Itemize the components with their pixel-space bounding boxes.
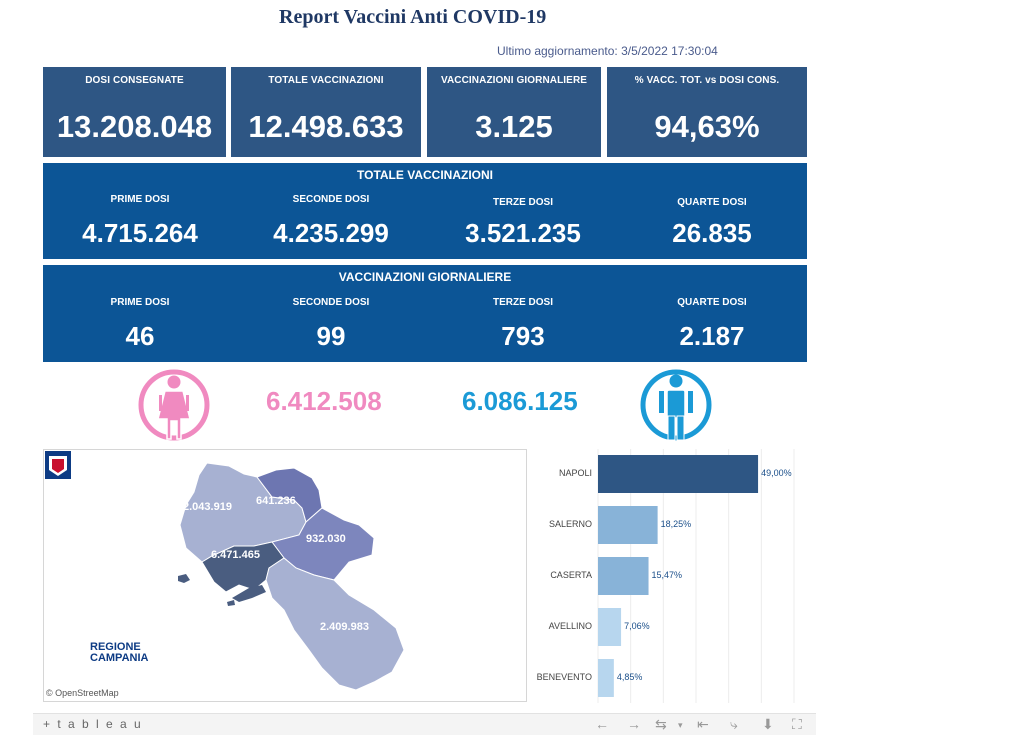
bar-napoli[interactable] [598,455,759,493]
panel-title: VACCINAZIONI GIORNALIERE [338,270,512,284]
bar-avellino[interactable] [598,608,622,646]
sorrento-peninsula [232,585,266,602]
dose-value: 46 [125,321,155,351]
bar-category-label: SALERNO [548,519,592,529]
female-icon [138,369,210,441]
giornaliere-terze-dosi: TERZE DOSI 793 [433,297,613,352]
dose-label: TERZE DOSI [492,297,553,308]
dose-label: TERZE DOSI [492,197,553,208]
last-update: Ultimo aggiornamento: 3/5/2022 17:30:04 [497,44,718,58]
kpi-value: 13.208.048 [56,109,213,144]
bar-category-label: BENEVENTO [536,672,592,682]
regione-campania-logo [45,451,71,479]
page-title: Report Vaccini Anti COVID-19 [279,6,547,28]
bar-chart-svg [597,449,795,703]
dose-label: QUARTE DOSI [677,297,747,308]
share-icon[interactable]: ⤷ [730,716,738,732]
dose-value: 99 [316,321,346,351]
kpi-totale-vaccinazioni: TOTALE VACCINAZIONI 12.498.633 [231,67,421,157]
male-total: 6.086.125 [462,386,578,416]
panel-title: TOTALE VACCINAZIONI [357,168,493,182]
dropdown-icon[interactable]: ▾ [678,720,683,730]
dose-label: PRIME DOSI [110,194,170,205]
logo-text: REGIONE CAMPANIA [90,642,148,664]
map-label-napoli: 6.471.465 [211,549,260,561]
tableau-toolbar: + t a b l e a u ← → ⇆ ▾ ⇤ ⤷ ⬇ ⛶ [33,713,816,735]
dose-value: 2.187 [679,321,745,351]
tableau-logo[interactable]: + t a b l e a u [43,717,143,731]
giornaliere-seconde-dosi: SECONDE DOSI 99 [241,297,421,352]
bar-category-label: CASERTA [550,570,592,580]
revert-icon[interactable]: ⇆ [655,716,667,732]
bar-category-label: NAPOLI [558,468,592,478]
map-attribution[interactable]: © OpenStreetMap [46,688,119,698]
totale-prime-dosi: PRIME DOSI 4.715.264 [50,194,230,249]
logo-text-line2: CAMPANIA [90,652,149,664]
province-salerno [265,557,405,691]
fullscreen-icon[interactable]: ⛶ [792,716,802,732]
dose-value: 4.235.299 [273,218,389,248]
island-capri [227,600,235,606]
bar-value-label: 49,00% [761,468,792,478]
redo-icon[interactable]: → [627,716,641,732]
kpi-label: DOSI CONSEGNATE [85,75,184,86]
bar-benevento[interactable] [598,659,614,697]
totale-terze-dosi: TERZE DOSI 3.521.235 [433,197,613,249]
dose-label: SECONDE DOSI [292,297,370,308]
map-label-salerno: 2.409.983 [320,621,369,633]
dose-value: 3.521.235 [465,218,581,248]
dose-value: 793 [501,321,545,351]
dose-value: 26.835 [672,218,752,248]
province-bar-chart: NAPOLI 49,00% SALERNO 18,25% CASERTA 15,47% AV… [528,449,818,703]
giornaliere-prime-dosi: PRIME DOSI 46 [50,297,230,352]
reset-icon[interactable]: ⇤ [697,716,709,732]
kpi-vaccinazioni-giornaliere: VACCINAZIONI GIORNALIERE 3.125 [427,67,601,157]
bar-value-label: 4,85% [616,672,643,682]
kpi-dosi-consegnate: DOSI CONSEGNATE 13.208.048 [43,67,226,157]
dose-value: 4.715.264 [82,218,198,248]
bar-caserta[interactable] [598,557,649,595]
bar-value-label: 7,06% [624,621,650,631]
male-icon [640,369,712,441]
kpi-label: VACCINAZIONI GIORNALIERE [440,75,588,86]
bar-value-label: 18,25% [660,519,692,529]
campania-map[interactable]: 2.043.919 641.236 932.030 6.471.465 2.40… [43,449,527,702]
dose-label: SECONDE DOSI [292,194,370,205]
download-icon[interactable]: ⬇ [762,716,774,732]
undo-icon[interactable]: ← [595,716,609,732]
bar-category-label: AVELLINO [548,621,592,631]
kpi-label: % VACC. TOT. vs DOSI CONS. [634,75,780,86]
dose-label: QUARTE DOSI [677,197,747,208]
last-update-value: 3/5/2022 17:30:04 [621,44,718,58]
totale-vaccinazioni-panel: TOTALE VACCINAZIONI PRIME DOSI 4.715.264… [43,163,807,259]
bar-salerno[interactable] [598,506,658,544]
island-ischia [178,574,190,583]
female-total: 6.412.508 [266,386,382,416]
map-label-avellino: 932.030 [306,533,346,545]
last-update-label: Ultimo aggiornamento: [497,44,618,58]
totale-seconde-dosi: SECONDE DOSI 4.235.299 [241,194,421,249]
kpi-percentuale: % VACC. TOT. vs DOSI CONS. 94,63% [607,67,807,157]
kpi-value: 12.498.633 [248,109,404,144]
map-label-caserta: 2.043.919 [183,501,232,513]
bar-value-label: 15,47% [651,570,683,580]
dose-label: PRIME DOSI [110,297,170,308]
map-label-benevento: 641.236 [256,495,296,507]
kpi-value: 94,63% [654,109,760,144]
totale-quarte-dosi: QUARTE DOSI 26.835 [622,197,802,249]
kpi-label: TOTALE VACCINAZIONI [268,75,384,86]
kpi-value: 3.125 [475,109,553,144]
giornaliere-quarte-dosi: QUARTE DOSI 2.187 [622,297,802,352]
logo-text-line1: REGIONE [90,641,141,653]
vaccinazioni-giornaliere-panel: VACCINAZIONI GIORNALIERE PRIME DOSI 46 S… [43,265,807,362]
